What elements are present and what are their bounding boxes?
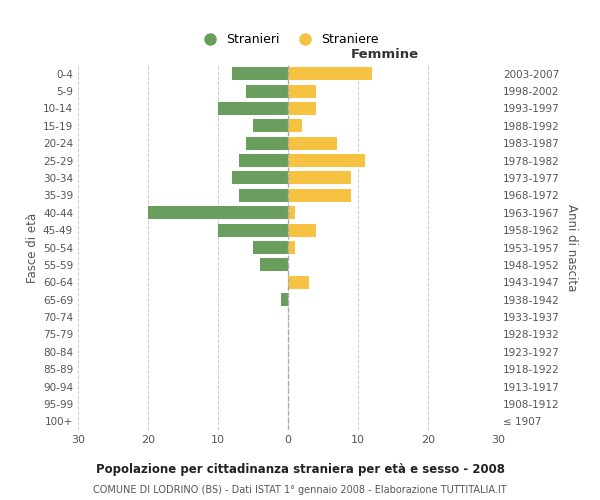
Bar <box>288 120 302 132</box>
Bar <box>288 154 365 167</box>
Bar <box>288 67 372 80</box>
Bar <box>246 84 288 98</box>
Bar <box>232 172 288 184</box>
Bar <box>218 102 288 115</box>
Bar <box>232 67 288 80</box>
Text: Popolazione per cittadinanza straniera per età e sesso - 2008: Popolazione per cittadinanza straniera p… <box>95 462 505 475</box>
Bar <box>148 206 288 220</box>
Bar <box>253 241 288 254</box>
Text: COMUNE DI LODRINO (BS) - Dati ISTAT 1° gennaio 2008 - Elaborazione TUTTITALIA.IT: COMUNE DI LODRINO (BS) - Dati ISTAT 1° g… <box>93 485 507 495</box>
Bar <box>253 120 288 132</box>
Bar <box>281 293 288 306</box>
Bar <box>288 172 351 184</box>
Legend: Stranieri, Straniere: Stranieri, Straniere <box>193 28 383 52</box>
Text: Femmine: Femmine <box>350 48 419 62</box>
Bar <box>239 189 288 202</box>
Bar <box>288 189 351 202</box>
Y-axis label: Anni di nascita: Anni di nascita <box>565 204 578 291</box>
Bar <box>288 136 337 149</box>
Bar <box>288 102 316 115</box>
Bar <box>239 154 288 167</box>
Y-axis label: Fasce di età: Fasce di età <box>26 212 39 282</box>
Bar <box>288 224 316 236</box>
Bar <box>288 241 295 254</box>
Bar <box>288 84 316 98</box>
Bar <box>246 136 288 149</box>
Bar <box>288 206 295 220</box>
Bar <box>218 224 288 236</box>
Bar <box>260 258 288 272</box>
Bar <box>288 276 309 289</box>
